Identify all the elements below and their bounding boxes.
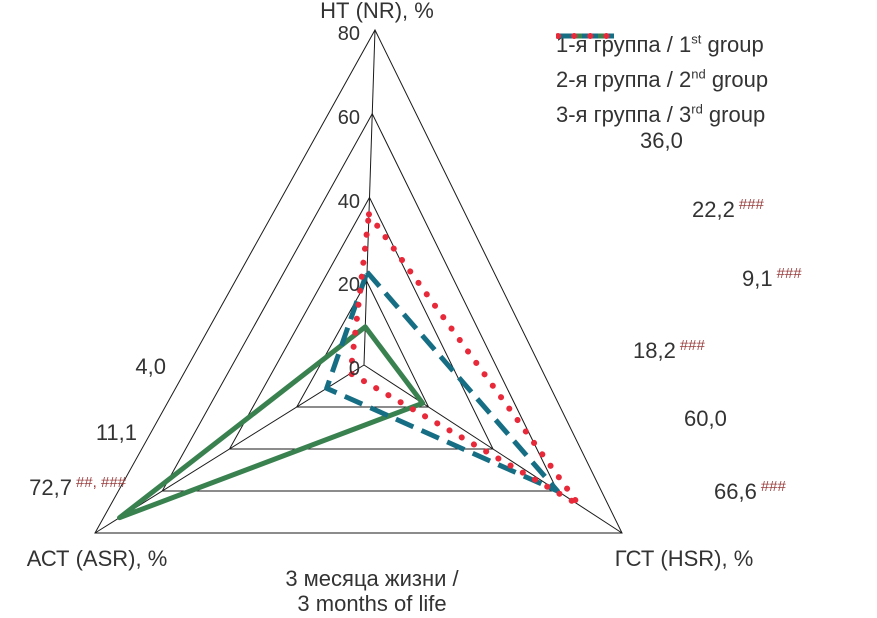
axis-tick-label-20: 20 [338, 274, 360, 296]
legend-label-group1: 1-я группа / 1st group [556, 31, 764, 57]
chart-legend: 1-я группа / 1st group 2-я группа / 2nd g… [556, 30, 768, 135]
legend-label-group2: 2-я группа / 2nd group [556, 66, 769, 92]
value-label-ast-group3: 4,0 [135, 354, 166, 379]
axis-line-nt [363, 29, 376, 366]
series-group1 [117, 324, 426, 521]
value-label-ast-group1: 72,7 ##, ### [29, 474, 127, 500]
legend-item-group3: 3-я группа / 3rd group [556, 33, 768, 130]
series-group3 [347, 211, 582, 508]
grid-ring-80 [94, 28, 623, 534]
value-label-gst-group3: 66,6 ### [714, 478, 787, 504]
legend-line-group3-icon [556, 33, 616, 39]
value-label-nt-group3: 36,0 [640, 128, 683, 153]
radar-value-labels: 36,0 22,2 ### 9,1 ### 18,2 ### 60,0 66,6 ### 4,0 11… [29, 128, 802, 504]
axis-line-gst [363, 364, 623, 534]
legend-ordinal-sup: nd [691, 66, 706, 82]
value-label-gst-group1: 18,2 ### [633, 337, 706, 363]
axis-tick-label-40: 40 [338, 191, 360, 213]
value-label-ast-group2: 11,1 [96, 420, 137, 445]
radar-grid [94, 28, 623, 534]
chart-caption-line1: 3 месяца жизни / [285, 566, 459, 591]
legend-line-group2-icon [558, 33, 614, 39]
value-label-nt-group1: 9,1 ### [742, 265, 802, 291]
chart-caption-line2: 3 months of life [297, 591, 446, 616]
radar-series [117, 211, 582, 521]
legend-item-group2: 2-я группа / 2nd group [556, 33, 769, 95]
legend-label-group3: 3-я группа / 3rd group [556, 101, 766, 127]
legend-ordinal-sup: st [691, 31, 702, 47]
grid-ring-60 [161, 112, 559, 492]
grid-ring-20 [295, 280, 430, 408]
grid-ring-40 [228, 196, 494, 450]
axis-title-gst: ГСТ (HSR), % [615, 546, 754, 571]
axis-title-nt: НТ (NR), % [320, 0, 434, 23]
value-label-nt-group2: 22,2 ### [692, 196, 765, 222]
value-label-gst-group2: 60,0 [684, 406, 727, 431]
axis-tick-label-80: 80 [338, 23, 360, 45]
axis-tick-label-0: 0 [349, 358, 360, 380]
series-group2 [324, 269, 560, 494]
axis-title-ast: АСТ (ASR), % [27, 546, 168, 571]
legend-ordinal-sup: rd [691, 101, 703, 117]
axis-tick-label-60: 60 [338, 107, 360, 129]
